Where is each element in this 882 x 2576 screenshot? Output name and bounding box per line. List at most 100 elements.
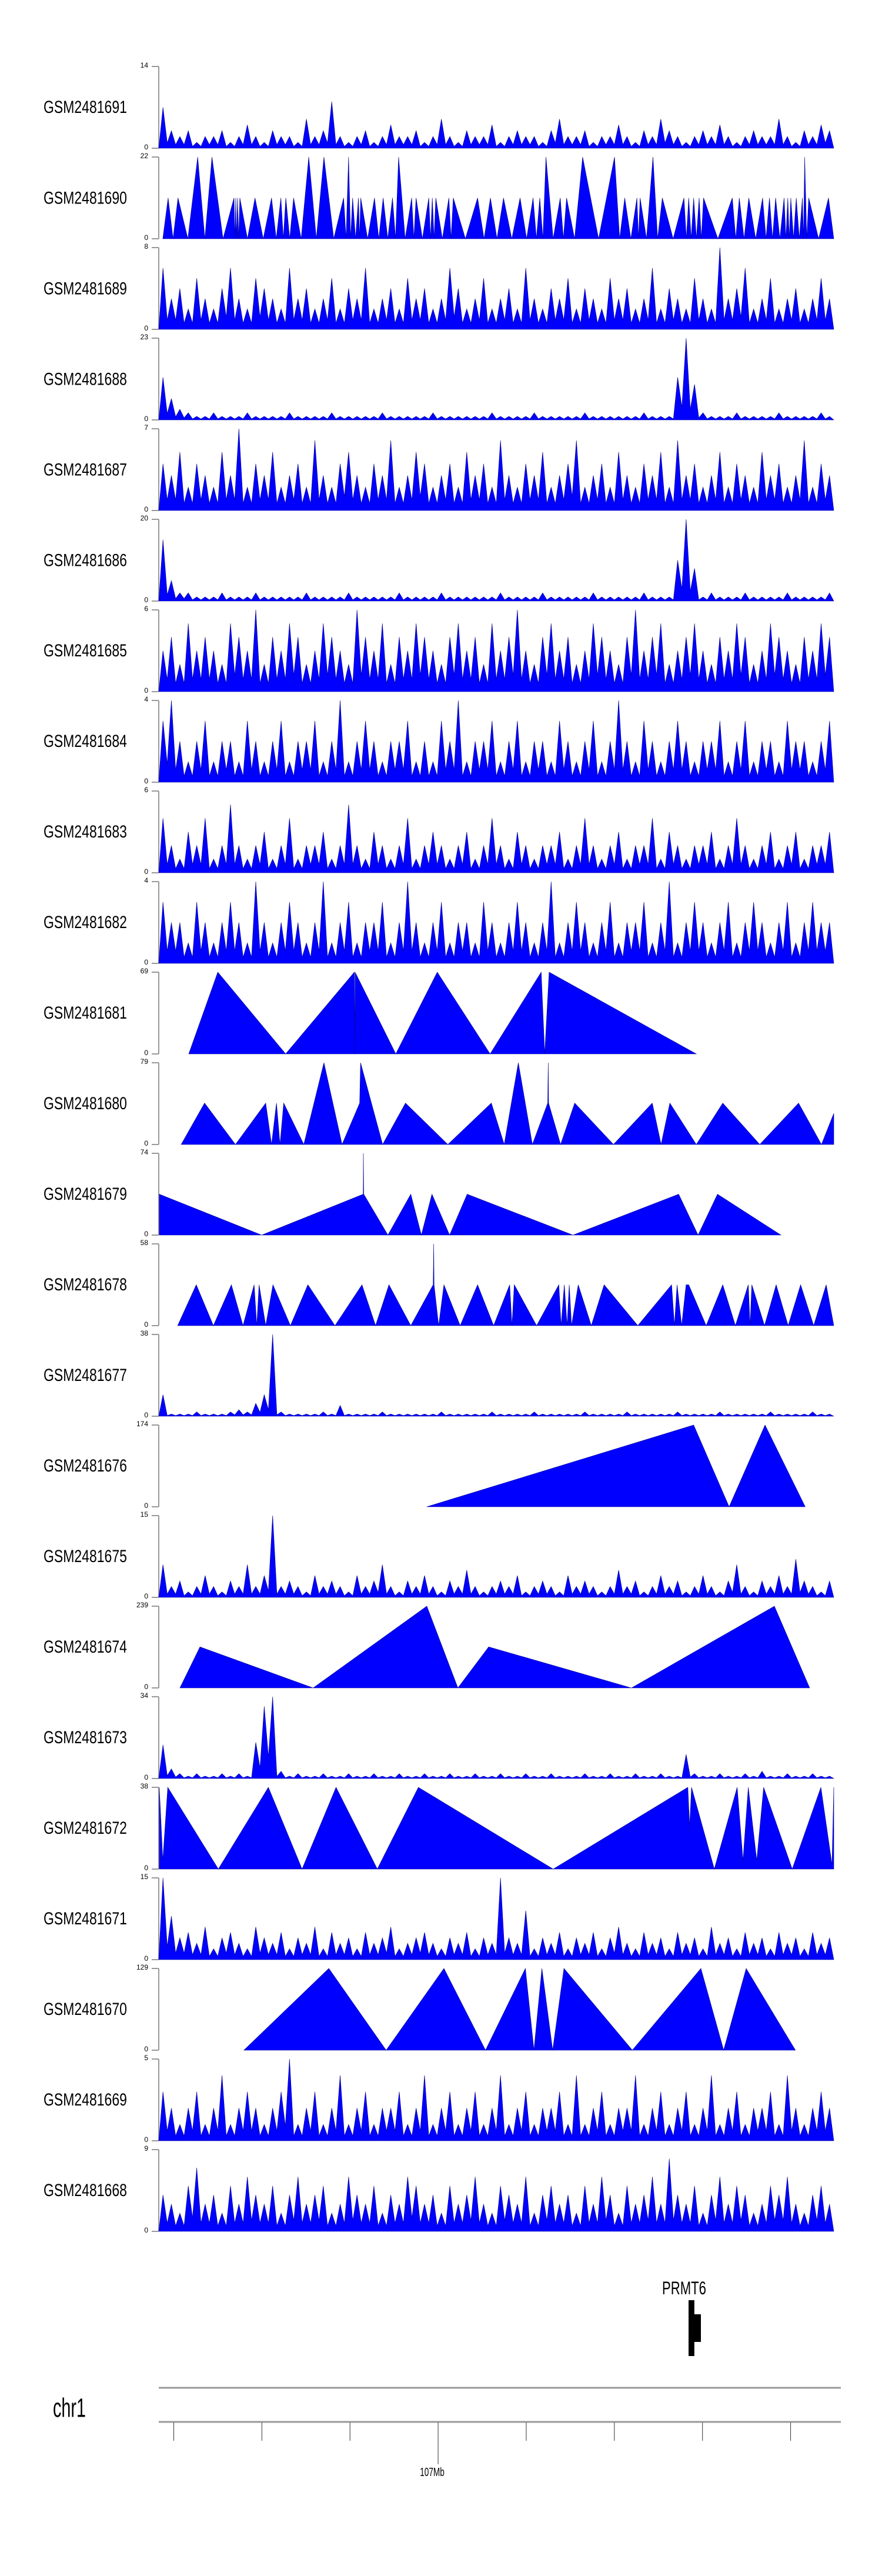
coverage-area [158, 1334, 834, 1417]
y-max-tick-label: 23 [140, 333, 148, 341]
y-min-tick-label: 0 [144, 1411, 148, 1419]
y-min-tick-label: 0 [144, 1501, 148, 1510]
y-min-tick-label: 0 [144, 233, 148, 242]
y-max-tick-label: 7 [144, 423, 148, 432]
track-label: GSM2481690 [44, 187, 127, 208]
track-label: GSM2481682 [44, 912, 127, 932]
y-min-tick-label: 0 [144, 867, 148, 876]
track-label: GSM2481674 [44, 1636, 127, 1657]
track-label: GSM2481671 [44, 1908, 127, 1928]
x-tick-label: 107Mb [420, 2465, 445, 2479]
y-max-tick-label: 38 [140, 1782, 148, 1790]
y-min-tick-label: 0 [144, 505, 148, 513]
y-max-tick-label: 14 [140, 61, 148, 69]
track-label: GSM2481683 [44, 821, 127, 842]
y-max-tick-label: 15 [140, 1510, 148, 1519]
track-label: GSM2481670 [44, 1998, 127, 2019]
coverage-area [158, 805, 834, 873]
y-min-tick-label: 0 [144, 1230, 148, 1238]
track-label: GSM2481669 [44, 2089, 127, 2110]
coverage-area [158, 1515, 834, 1598]
y-min-tick-label: 0 [144, 1049, 148, 1057]
coverage-area [179, 1606, 810, 1689]
track-label: GSM2481679 [44, 1183, 127, 1204]
y-min-tick-label: 0 [144, 1683, 148, 1691]
y-min-tick-label: 0 [144, 2135, 148, 2144]
coverage-area [158, 2158, 834, 2232]
coverage-area [159, 1787, 834, 1870]
y-max-tick-label: 69 [140, 967, 148, 975]
y-min-tick-label: 0 [144, 415, 148, 423]
y-max-tick-label: 6 [144, 605, 148, 613]
y-min-tick-label: 0 [144, 324, 148, 332]
y-max-tick-label: 20 [140, 514, 148, 522]
y-min-tick-label: 0 [144, 1864, 148, 1872]
y-max-tick-label: 5 [144, 2054, 148, 2062]
y-max-tick-label: 239 [136, 1601, 148, 1609]
y-max-tick-label: 15 [140, 1873, 148, 1881]
gene-label: PRMT6 [662, 2277, 706, 2298]
chromosome-label: chr1 [53, 2393, 86, 2423]
track-label: GSM2481691 [44, 96, 127, 117]
gene-exon [689, 2314, 701, 2342]
coverage-area [188, 972, 697, 1055]
coverage-area [181, 1062, 834, 1146]
y-max-tick-label: 4 [144, 876, 148, 885]
track-label: GSM2481685 [44, 640, 127, 660]
track-label: GSM2481673 [44, 1727, 127, 1747]
track-label: GSM2481668 [44, 2180, 127, 2200]
coverage-area [158, 247, 834, 330]
coverage-area [158, 519, 834, 602]
y-min-tick-label: 0 [144, 143, 148, 151]
track-label: GSM2481686 [44, 549, 127, 570]
track-label: GSM2481672 [44, 1817, 127, 1838]
y-min-tick-label: 0 [144, 777, 148, 785]
y-min-tick-label: 0 [144, 2045, 148, 2053]
y-min-tick-label: 0 [144, 1773, 148, 1781]
coverage-area [158, 1877, 834, 1960]
coverage-area [159, 1153, 782, 1236]
y-max-tick-label: 22 [140, 152, 148, 160]
y-min-tick-label: 0 [144, 2226, 148, 2234]
y-max-tick-label: 58 [140, 1239, 148, 1247]
track-label: GSM2481684 [44, 730, 127, 751]
coverage-area [158, 609, 834, 692]
track-label: GSM2481680 [44, 1093, 127, 1113]
coverage-area [158, 428, 834, 511]
track-label: GSM2481678 [44, 1274, 127, 1294]
y-min-tick-label: 0 [144, 686, 148, 695]
y-min-tick-label: 0 [144, 596, 148, 604]
coverage-area [158, 1696, 835, 1779]
y-max-tick-label: 38 [140, 1329, 148, 1337]
y-max-tick-label: 34 [140, 1691, 148, 1700]
y-max-tick-label: 6 [144, 786, 148, 794]
y-max-tick-label: 174 [136, 1420, 148, 1428]
coverage-area [158, 700, 834, 783]
y-min-tick-label: 0 [144, 1320, 148, 1329]
y-min-tick-label: 0 [144, 1139, 148, 1147]
coverage-area [158, 881, 834, 964]
coverage-area [162, 156, 834, 240]
